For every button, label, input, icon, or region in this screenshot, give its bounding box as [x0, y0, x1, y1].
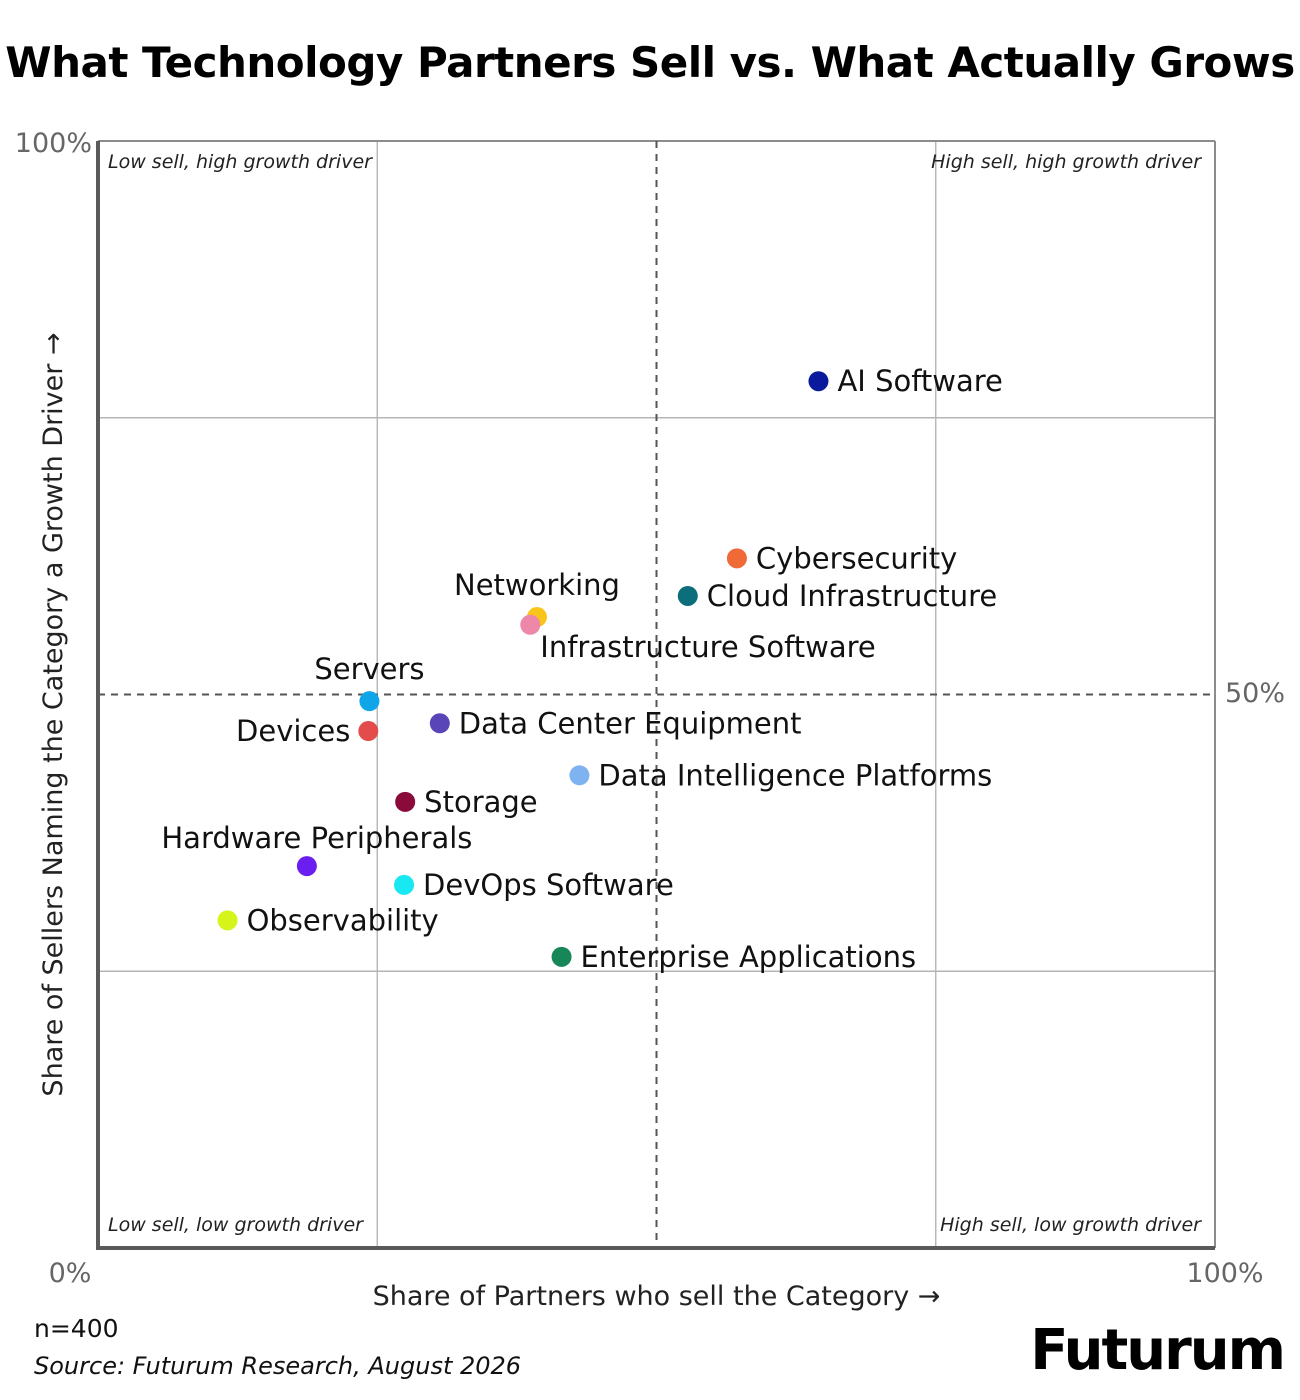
quadrant-dividers	[98, 141, 1215, 1248]
point-data-intelligence-platforms	[569, 765, 590, 786]
point-cloud-infrastructure	[677, 585, 698, 606]
point-data-center-equipment	[429, 713, 450, 734]
futurum-logo: Futurum	[1030, 1318, 1286, 1383]
point-labels: AI Software Cybersecurity Cloud Infrastruc…	[161, 364, 1003, 974]
point-label-servers: Servers	[314, 652, 424, 686]
point-hardware-peripherals	[296, 856, 317, 877]
point-label-enterprise-applications: Enterprise Applications	[581, 940, 917, 974]
quadrant-label-bottom-right: High sell, low growth driver	[940, 1214, 1202, 1236]
point-infrastructure-software	[520, 614, 541, 635]
point-devices	[358, 721, 379, 742]
quadrant-label-top-left: Low sell, high growth driver	[108, 151, 373, 173]
point-label-data-intelligence-platforms: Data Intelligence Platforms	[598, 758, 992, 792]
y-tick-label: 50%	[1225, 678, 1285, 709]
data-points	[217, 371, 829, 967]
y-axis-label: Share of Sellers Naming the Category a G…	[38, 332, 69, 1096]
source-note: Source: Futurum Research, August 2026	[34, 1352, 522, 1380]
point-label-storage: Storage	[424, 785, 537, 819]
chart-title: What Technology Partners Sell vs. What A…	[5, 38, 1295, 87]
y-tick-label: 100%	[15, 128, 92, 159]
x-tick-label: 100%	[1186, 1258, 1263, 1289]
axes: 100% 50% 0% 100% Share of Partners who sell …	[15, 128, 1285, 1312]
point-storage	[395, 791, 416, 812]
point-label-ai-software: AI Software	[837, 364, 1002, 398]
point-enterprise-applications	[551, 946, 572, 967]
point-label-cybersecurity: Cybersecurity	[756, 541, 957, 575]
point-label-devices: Devices	[236, 714, 350, 748]
quadrant-label-bottom-left: Low sell, low growth driver	[108, 1214, 364, 1236]
point-label-hardware-peripherals: Hardware Peripherals	[161, 821, 472, 855]
x-tick-label: 0%	[49, 1258, 92, 1289]
sample-size: n=400	[34, 1314, 119, 1343]
point-observability	[217, 910, 238, 931]
quadrant-labels: Low sell, high growth driver High sell, h…	[108, 151, 1202, 1236]
x-axis-label: Share of Partners who sell the Category …	[373, 1281, 941, 1312]
point-label-devops-software: DevOps Software	[423, 868, 674, 902]
point-servers	[359, 691, 380, 712]
point-label-data-center-equipment: Data Center Equipment	[459, 706, 802, 740]
point-ai-software	[808, 371, 829, 392]
point-cybersecurity	[726, 548, 747, 569]
quadrant-label-top-right: High sell, high growth driver	[931, 151, 1202, 173]
point-label-networking: Networking	[454, 568, 620, 602]
point-label-cloud-infrastructure: Cloud Infrastructure	[707, 579, 998, 613]
point-label-infrastructure-software: Infrastructure Software	[540, 630, 876, 664]
point-label-observability: Observability	[247, 903, 439, 937]
point-devops-software	[394, 874, 415, 895]
